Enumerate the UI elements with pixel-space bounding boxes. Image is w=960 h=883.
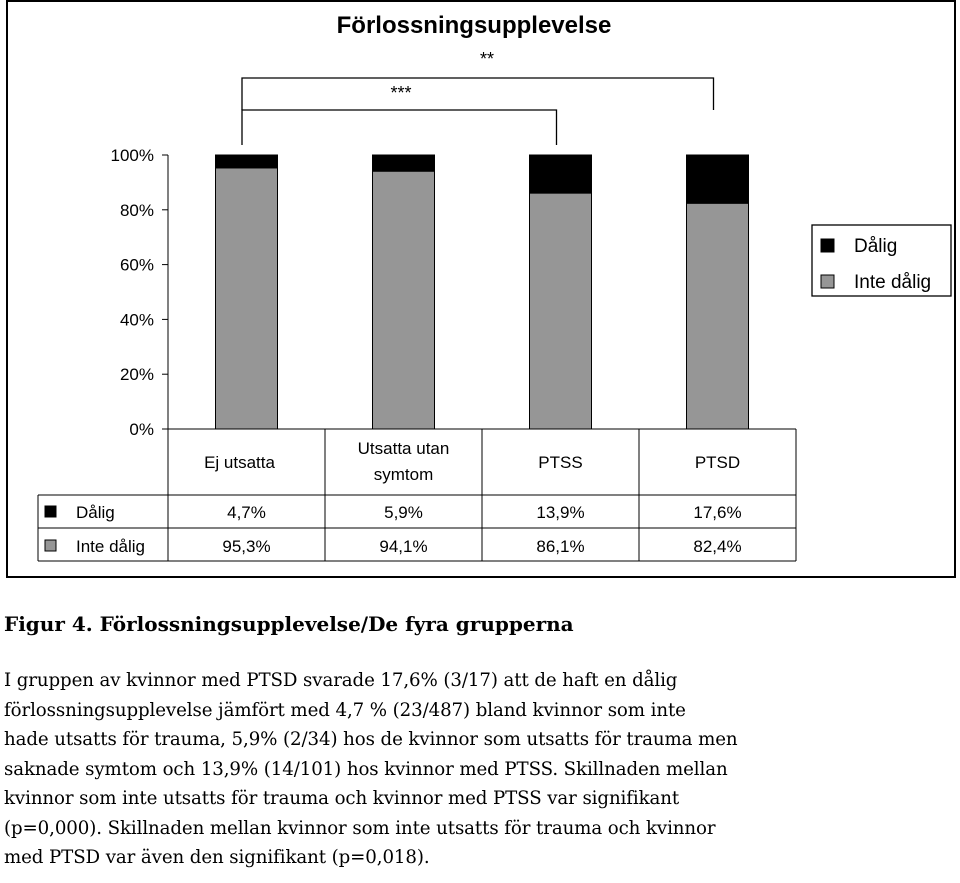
y-tick-label: 60% <box>120 256 154 275</box>
chart-title: Förlossningsupplevelse <box>337 12 612 39</box>
y-tick-label: 100% <box>111 146 154 165</box>
chart-frame <box>6 0 956 578</box>
y-tick-label: 80% <box>120 201 154 220</box>
data-label: 95,3% <box>222 537 270 556</box>
bar-segment-inte-dalig <box>529 192 592 430</box>
figure-caption: Figur 4. Förlossningsupplevelse/De fyra … <box>4 612 954 873</box>
y-tick-label: 20% <box>120 365 154 384</box>
table-row-label: Dålig <box>76 503 115 522</box>
legend-swatch <box>820 238 835 253</box>
table-legend-swatch <box>44 539 57 552</box>
category-label: Ej utsatta <box>204 453 275 472</box>
caption-line: I gruppen av kvinnor med PTSD svarade 17… <box>4 670 678 691</box>
data-label: 86,1% <box>536 537 584 556</box>
bar-segment-inte-dalig <box>372 170 435 430</box>
legend-swatch <box>820 274 835 289</box>
data-label: 17,6% <box>693 503 741 522</box>
data-label: 82,4% <box>693 537 741 556</box>
caption-line: förlossningsupplevelse jämfört med 4,7 %… <box>4 699 686 721</box>
legend-label: Inte dålig <box>854 272 931 293</box>
caption-line: kvinnor som inte utsatts för trauma och … <box>4 788 680 809</box>
table-row-label: Inte dålig <box>76 537 145 556</box>
caption-body: I gruppen av kvinnor med PTSD svarade 17… <box>4 666 954 873</box>
data-label: 5,9% <box>384 503 423 522</box>
bar-segment-dalig <box>372 154 435 172</box>
category-label: Utsatta utan <box>358 439 450 458</box>
bar-segment-dalig <box>686 154 749 204</box>
table-legend-swatch <box>44 505 57 518</box>
significance-bracket <box>241 77 715 110</box>
y-tick-label: 40% <box>120 310 154 329</box>
legend-box <box>811 224 952 297</box>
category-label: PTSD <box>695 453 740 472</box>
bar-segment-inte-dalig <box>215 167 278 430</box>
data-label: 94,1% <box>379 537 427 556</box>
data-label: 4,7% <box>227 503 266 522</box>
category-label: PTSS <box>538 453 582 472</box>
legend-label: Dålig <box>854 236 897 257</box>
significance-label: ** <box>480 49 494 69</box>
caption-title: Figur 4. Förlossningsupplevelse/De fyra … <box>4 612 574 636</box>
caption-line: saknade symtom och 13,9% (14/101) hos kv… <box>4 758 728 780</box>
y-tick-label: 0% <box>129 420 154 439</box>
significance-bracket <box>241 109 558 145</box>
bar-segment-dalig <box>215 154 278 169</box>
caption-line: hade utsatts för trauma, 5,9% (2/34) hos… <box>4 729 738 750</box>
bar-segment-dalig <box>529 154 592 194</box>
data-label: 13,9% <box>536 503 584 522</box>
caption-line: (p=0,000). Skillnaden mellan kvinnor som… <box>4 817 716 839</box>
chart-svg: Förlossningsupplevelse 0% 20% 40% 60% 80% 100%… <box>37 12 952 562</box>
bar-segment-inte-dalig <box>686 202 749 430</box>
category-label: symtom <box>374 465 434 484</box>
caption-line: med PTSD var även den signifikant (p=0,0… <box>4 847 430 868</box>
significance-label: *** <box>390 83 411 103</box>
